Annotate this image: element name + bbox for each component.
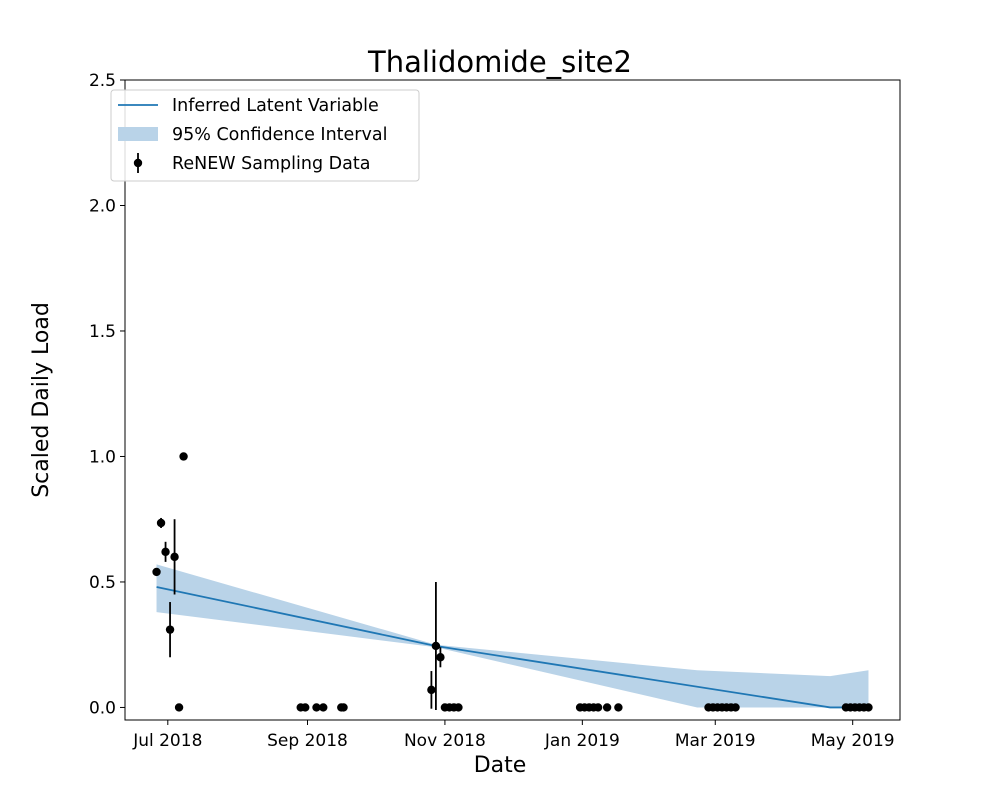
- x-tick-label: Mar 2019: [675, 731, 756, 751]
- data-point: [436, 653, 445, 662]
- y-tick-label: 0.5: [89, 573, 116, 593]
- x-tick-label: Sep 2018: [267, 731, 348, 751]
- legend: Inferred Latent Variable 95% Confidence …: [110, 89, 420, 182]
- chart-title: Thalidomide_site2: [367, 45, 632, 79]
- data-point: [454, 703, 463, 712]
- legend-label-sampling: ReNEW Sampling Data: [172, 154, 370, 174]
- data-point: [431, 641, 441, 651]
- x-tick-label: Nov 2018: [404, 731, 486, 751]
- y-tick-label: 2.0: [89, 196, 116, 216]
- legend-band-swatch: [118, 127, 158, 141]
- plot-frame: [124, 79, 901, 721]
- confidence-band: [156, 564, 869, 708]
- data-point: [339, 703, 348, 712]
- y-tick-label: 1.0: [89, 447, 116, 467]
- x-tick-label: Jul 2018: [132, 731, 202, 751]
- data-point: [602, 703, 612, 712]
- y-tick-label: 0.0: [89, 698, 116, 718]
- sampling-data: [152, 452, 873, 712]
- data-point: [614, 703, 623, 712]
- data-point: [174, 703, 184, 712]
- legend-label-latent: Inferred Latent Variable: [172, 96, 379, 116]
- data-point: [731, 703, 740, 712]
- data-point: [301, 703, 310, 712]
- data-point: [170, 552, 179, 562]
- legend-label-ci: 95% Confidence Interval: [172, 125, 387, 145]
- data-point: [161, 547, 170, 557]
- data-point: [179, 452, 188, 461]
- x-tick-label: May 2019: [811, 731, 895, 751]
- y-tick-label: 2.5: [89, 71, 116, 91]
- x-axis-title: Date: [474, 753, 527, 778]
- legend-marker-swatch: [133, 158, 143, 168]
- data-point: [864, 703, 873, 712]
- x-tick-label: Jan 2019: [544, 731, 620, 751]
- legend-frame: [110, 89, 420, 182]
- data-point: [427, 685, 436, 695]
- data-point: [312, 703, 321, 712]
- y-axis: 0.0 0.5 1.0 1.5 2.0 2.5: [89, 71, 125, 718]
- data-point: [156, 518, 166, 528]
- x-axis: Jul 2018 Sep 2018 Nov 2018 Jan 2019 Mar 2019…: [132, 720, 895, 751]
- plot-area: [152, 452, 873, 712]
- data-point: [593, 703, 603, 712]
- data-point: [319, 703, 328, 712]
- data-point: [152, 567, 161, 577]
- data-point: [165, 625, 175, 634]
- y-tick-label: 1.5: [89, 322, 116, 342]
- y-axis-title: Scaled Daily Load: [29, 302, 54, 498]
